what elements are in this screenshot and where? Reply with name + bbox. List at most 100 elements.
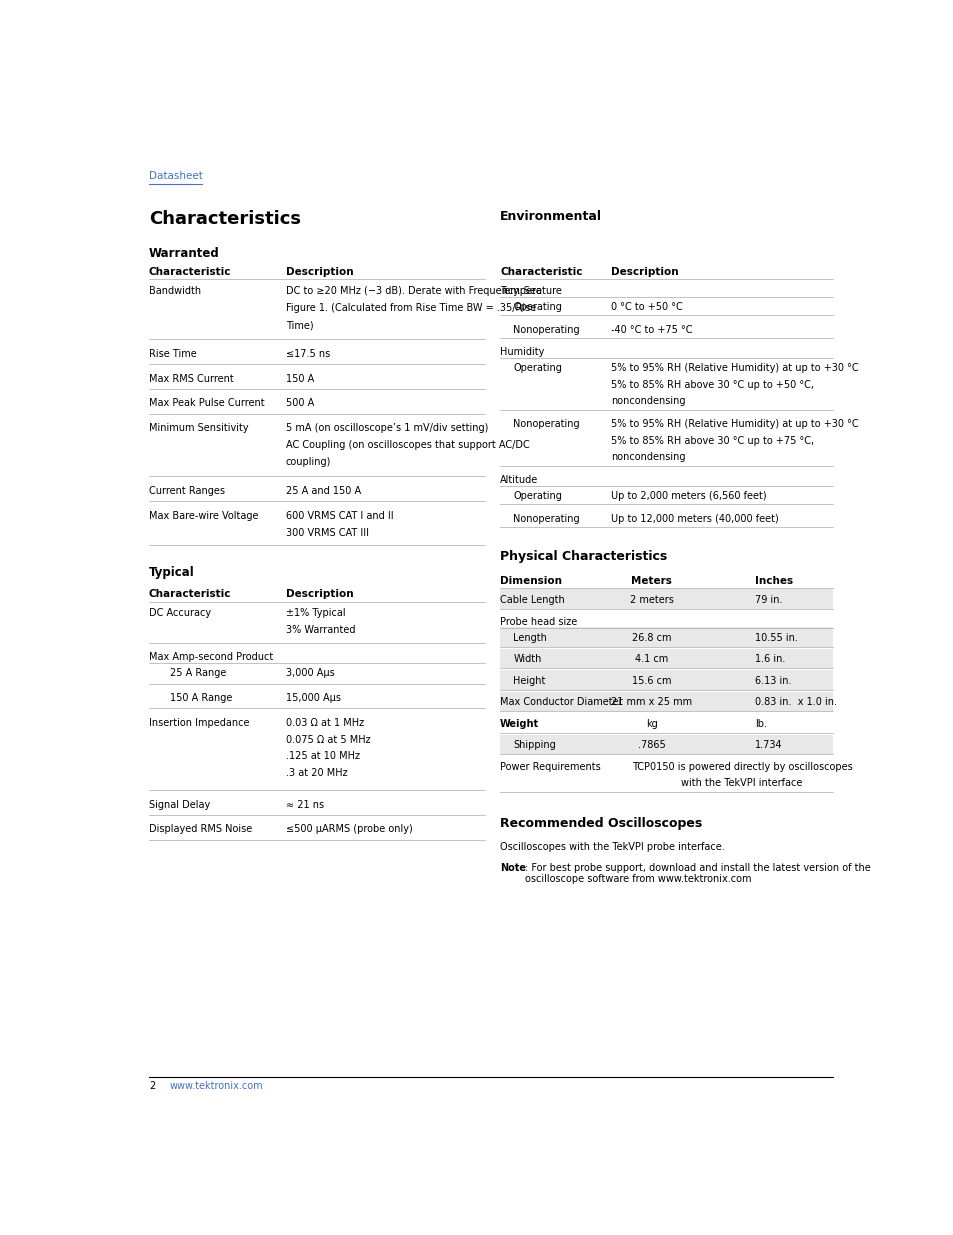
Text: 4.1 cm: 4.1 cm [635,655,667,664]
Text: Characteristic: Characteristic [149,267,231,277]
Text: Altitude: Altitude [499,475,537,485]
Text: : For best probe support, download and install the latest version of the
oscillo: : For best probe support, download and i… [524,863,870,884]
Text: 0 °C to +50 °C: 0 °C to +50 °C [610,303,682,312]
Text: Meters: Meters [631,576,671,587]
Bar [499,589,832,609]
Text: Physical Characteristics: Physical Characteristics [499,550,666,562]
Text: Characteristic: Characteristic [499,267,582,277]
Text: 2 meters: 2 meters [629,595,673,605]
Text: ±1% Typical: ±1% Typical [285,609,345,619]
Text: TCP0150 is powered directly by oscilloscopes: TCP0150 is powered directly by oscillosc… [631,762,852,772]
Text: Cable Length: Cable Length [499,595,564,605]
Text: .7865: .7865 [637,740,665,750]
Text: ≈ 21 ns: ≈ 21 ns [285,799,323,810]
Text: Operating: Operating [513,363,561,373]
Text: Environmental: Environmental [499,210,601,224]
Text: 600 VRMS CAT I and II: 600 VRMS CAT I and II [285,510,393,520]
Text: Probe head size: Probe head size [499,616,577,626]
Text: noncondensing: noncondensing [610,452,684,462]
Text: 5% to 85% RH above 30 °C up to +50 °C,: 5% to 85% RH above 30 °C up to +50 °C, [610,379,813,390]
Text: ≤17.5 ns: ≤17.5 ns [285,348,330,359]
Text: Max Conductor Diameter: Max Conductor Diameter [499,698,622,708]
Text: Inches: Inches [755,576,792,587]
Text: with the TekVPI interface: with the TekVPI interface [680,778,802,788]
Text: kg: kg [645,719,657,729]
Text: coupling): coupling) [285,457,331,467]
Text: 10.55 in.: 10.55 in. [755,632,797,642]
Text: 5% to 95% RH (Relative Humidity) at up to +30 °C: 5% to 95% RH (Relative Humidity) at up t… [610,419,858,430]
Text: 1.734: 1.734 [755,740,781,750]
Bar [499,671,832,689]
Bar [499,692,832,711]
Text: 3,000 Aμs: 3,000 Aμs [285,668,334,678]
Text: Length: Length [513,632,547,642]
Text: Time): Time) [285,320,313,330]
Text: 150 A Range: 150 A Range [170,693,232,703]
Text: Up to 12,000 meters (40,000 feet): Up to 12,000 meters (40,000 feet) [610,514,778,524]
Text: Datasheet: Datasheet [149,170,202,182]
Text: 3% Warranted: 3% Warranted [285,625,355,635]
Text: www.tektronix.com: www.tektronix.com [170,1081,263,1091]
Text: Nonoperating: Nonoperating [513,325,579,335]
Text: lb.: lb. [755,719,766,729]
Text: 300 VRMS CAT III: 300 VRMS CAT III [285,527,368,537]
Text: Up to 2,000 meters (6,560 feet): Up to 2,000 meters (6,560 feet) [610,492,766,501]
Text: 79 in.: 79 in. [755,595,781,605]
Text: Insertion Impedance: Insertion Impedance [149,718,249,727]
Text: Figure 1. (Calculated from Rise Time BW = .35/Rise: Figure 1. (Calculated from Rise Time BW … [285,304,536,314]
Text: Weight: Weight [499,719,538,729]
Text: Note: Note [499,863,525,873]
Text: 6.13 in.: 6.13 in. [755,676,791,685]
Text: Max Amp-second Product: Max Amp-second Product [149,652,273,662]
Text: Max RMS Current: Max RMS Current [149,373,233,384]
Text: Displayed RMS Noise: Displayed RMS Noise [149,824,252,835]
Text: Description: Description [285,589,353,599]
Text: 150 A: 150 A [285,373,314,384]
Text: Shipping: Shipping [513,740,556,750]
Text: Description: Description [285,267,353,277]
Text: 0.075 Ω at 5 MHz: 0.075 Ω at 5 MHz [285,735,370,745]
Text: 5% to 85% RH above 30 °C up to +75 °C,: 5% to 85% RH above 30 °C up to +75 °C, [610,436,813,446]
Bar [499,627,832,647]
Text: .125 at 10 MHz: .125 at 10 MHz [285,751,359,761]
Text: Nonoperating: Nonoperating [513,514,579,524]
Text: Characteristics: Characteristics [149,210,300,228]
Text: Temperature: Temperature [499,287,561,296]
Text: Max Peak Pulse Current: Max Peak Pulse Current [149,399,264,409]
Text: Oscilloscopes with the TekVPI probe interface.: Oscilloscopes with the TekVPI probe inte… [499,842,724,852]
Text: Power Requirements: Power Requirements [499,762,600,772]
Text: Minimum Sensitivity: Minimum Sensitivity [149,424,248,433]
Text: -40 °C to +75 °C: -40 °C to +75 °C [610,325,692,335]
Text: Recommended Oscilloscopes: Recommended Oscilloscopes [499,818,701,830]
Text: 500 A: 500 A [285,399,314,409]
Text: 5% to 95% RH (Relative Humidity) at up to +30 °C: 5% to 95% RH (Relative Humidity) at up t… [610,363,858,373]
Text: 15,000 Aμs: 15,000 Aμs [285,693,340,703]
Text: 26.8 cm: 26.8 cm [631,632,671,642]
Text: 0.03 Ω at 1 MHz: 0.03 Ω at 1 MHz [285,718,363,727]
Text: 2: 2 [149,1081,155,1091]
Text: Warranted: Warranted [149,247,219,261]
Text: ≤500 μARMS (probe only): ≤500 μARMS (probe only) [285,824,412,835]
Text: 25 A Range: 25 A Range [170,668,226,678]
Text: AC Coupling (on oscilloscopes that support AC/DC: AC Coupling (on oscilloscopes that suppo… [285,440,529,450]
Text: Characteristic: Characteristic [149,589,231,599]
Text: noncondensing: noncondensing [610,396,684,406]
Bar [499,735,832,755]
Text: Humidity: Humidity [499,347,544,357]
Text: 25 A and 150 A: 25 A and 150 A [285,485,360,495]
Text: 5 mA (on oscilloscope’s 1 mV/div setting): 5 mA (on oscilloscope’s 1 mV/div setting… [285,424,488,433]
Text: DC to ≥20 MHz (−3 dB). Derate with Frequency. See: DC to ≥20 MHz (−3 dB). Derate with Frequ… [285,287,541,296]
Text: Bandwidth: Bandwidth [149,287,201,296]
Text: Description: Description [610,267,678,277]
Text: Dimension: Dimension [499,576,561,587]
Bar [499,648,832,668]
Text: Signal Delay: Signal Delay [149,799,210,810]
Text: Max Bare-wire Voltage: Max Bare-wire Voltage [149,510,258,520]
Text: 21 mm x 25 mm: 21 mm x 25 mm [610,698,692,708]
Text: 0.83 in.  x 1.0 in.: 0.83 in. x 1.0 in. [755,698,836,708]
Text: Rise Time: Rise Time [149,348,196,359]
Text: Typical: Typical [149,566,194,579]
Text: .3 at 20 MHz: .3 at 20 MHz [285,768,347,778]
Text: Operating: Operating [513,303,561,312]
Text: Height: Height [513,676,545,685]
